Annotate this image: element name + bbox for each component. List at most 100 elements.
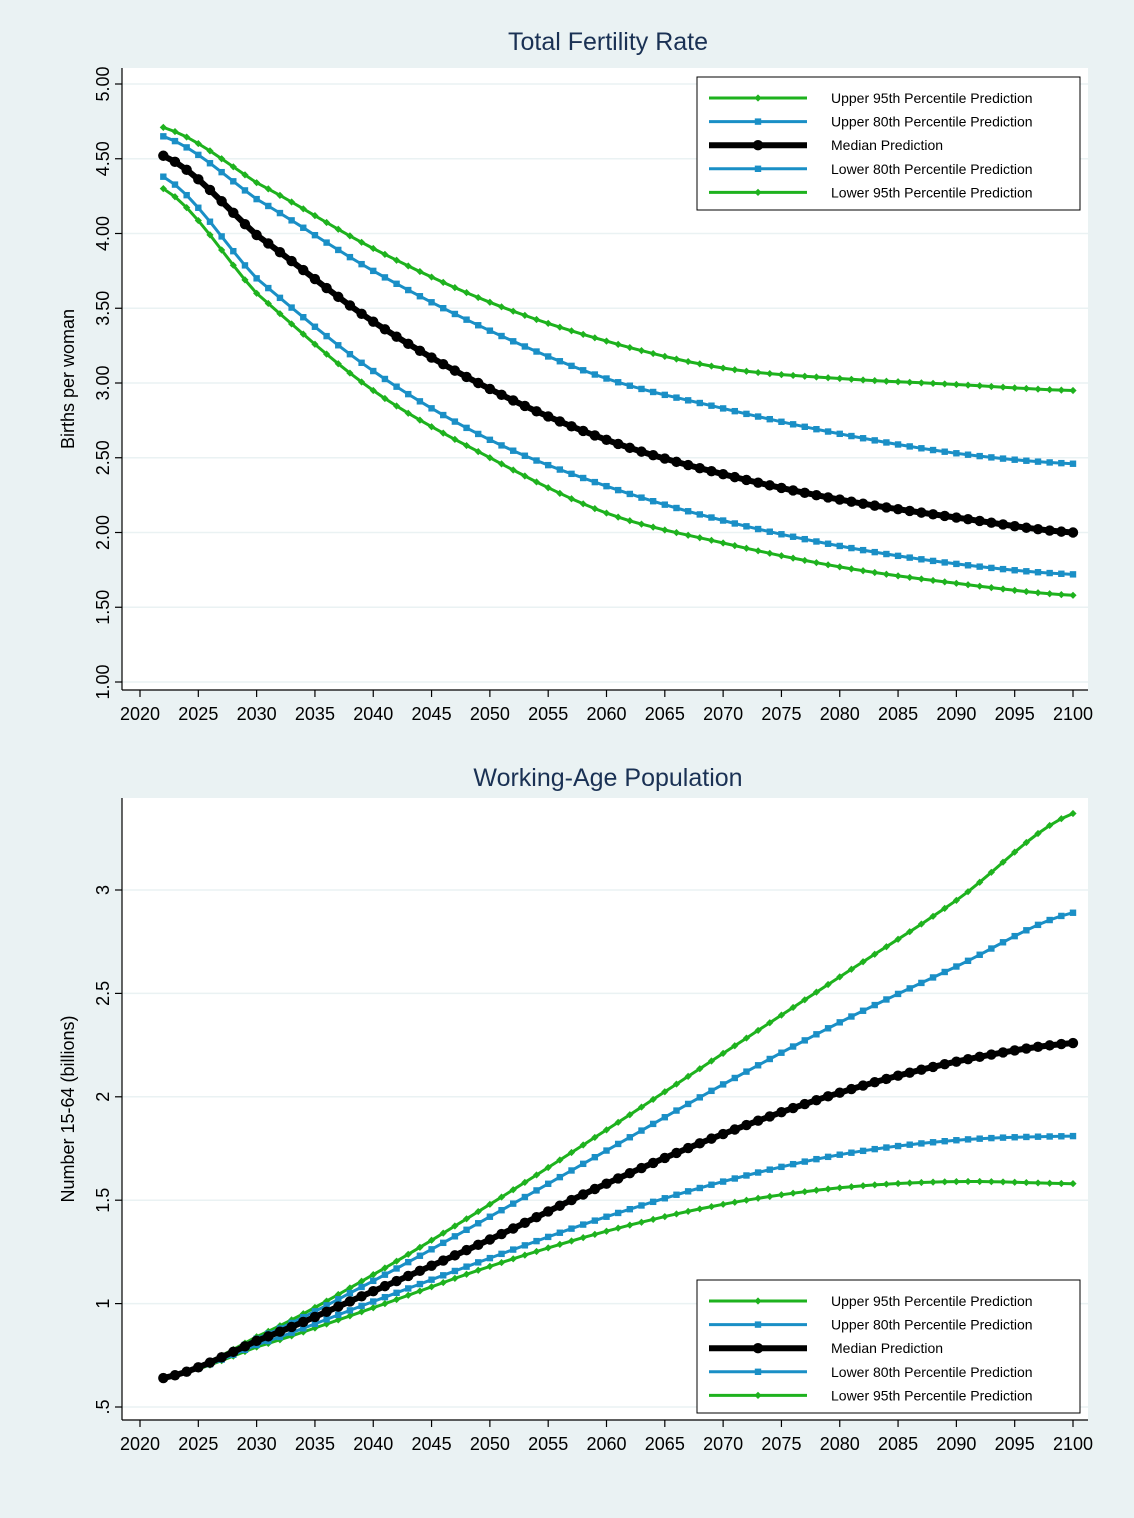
data-point [381,1271,389,1278]
data-point [731,542,739,550]
data-point [183,133,191,141]
data-point [333,291,344,303]
data-point [708,1181,715,1188]
data-point [962,514,974,525]
data-point [473,377,484,389]
data-point [871,377,879,385]
data-point [624,1168,636,1179]
data-point [626,1221,634,1229]
data-point [614,486,622,494]
data-point [988,454,995,461]
data-point [567,327,576,335]
data-point [288,1329,295,1336]
y-tick-label: 3.50 [93,291,113,326]
x-tick-label: 2040 [353,704,393,724]
data-point [952,896,960,904]
data-point [731,407,738,415]
data-point [848,432,855,440]
legend-item: Upper 80th Percentile Prediction [709,1317,1033,1333]
data-point [719,1178,727,1185]
data-point [1009,1045,1020,1056]
data-point [427,273,436,281]
data-point [309,1311,321,1323]
data-point [906,928,914,936]
data-point [206,160,214,167]
data-point [276,310,284,318]
data-point [822,1091,834,1102]
data-point [601,434,612,446]
data-point [684,508,692,515]
data-point [754,413,762,420]
data-point [265,202,272,210]
data-point [801,556,809,565]
data-point [813,1155,820,1163]
legend-item: Median Prediction [709,1340,943,1356]
data-point [288,304,295,311]
data-point [510,447,517,454]
data-point [682,1142,694,1154]
data-point [869,500,880,511]
data-point [368,1285,379,1297]
data-point [461,1244,472,1256]
data-point [801,1158,808,1165]
x-tick-label: 2085 [878,704,918,724]
data-point [591,1133,599,1142]
data-point [334,225,342,233]
data-point [229,163,237,171]
data-point [904,1067,915,1078]
data-point [1058,1133,1065,1140]
data-point [964,381,972,389]
data-point [544,1163,552,1172]
data-point [988,945,995,952]
legend-marker [754,1391,762,1399]
data-point [929,576,937,585]
data-point [393,383,400,390]
data-point [976,582,984,590]
x-tick-label: 2095 [995,704,1035,724]
data-point [544,1180,552,1187]
data-point [696,399,703,407]
data-point [519,400,531,412]
data-point [440,1239,447,1247]
data-point [253,275,260,282]
data-point [474,448,482,456]
data-point [533,348,540,355]
data-point [498,442,505,449]
data-point [636,446,647,457]
data-point [789,1003,797,1012]
data-point [742,367,751,375]
data-point [497,460,506,468]
data-point [510,1200,517,1207]
data-point [776,1106,787,1118]
y-tick-label: 3 [93,885,113,895]
data-point [1058,459,1065,467]
data-point [939,510,950,522]
data-point [612,1173,624,1184]
data-point [777,370,786,379]
data-point [428,405,435,412]
data-point [626,1205,634,1213]
data-point [393,1265,400,1272]
data-point [1057,815,1065,823]
data-point [533,457,540,464]
data-point [311,323,319,330]
data-point [298,1316,309,1328]
data-point [999,1134,1007,1141]
x-tick-label: 2055 [528,704,568,724]
data-point [789,554,797,562]
data-point [1046,459,1053,466]
data-point [463,1263,470,1270]
data-point [497,1258,506,1267]
data-point [602,1126,611,1134]
x-tick-label: 2025 [178,704,218,724]
data-point [416,1280,424,1288]
data-point [426,352,437,363]
data-point [556,489,564,497]
x-tick-label: 2090 [936,1434,976,1454]
data-point [647,1157,659,1169]
data-point [848,544,855,552]
data-point [754,1169,762,1176]
data-point [589,430,601,441]
data-point [766,1166,773,1173]
series-markers [159,185,1077,599]
